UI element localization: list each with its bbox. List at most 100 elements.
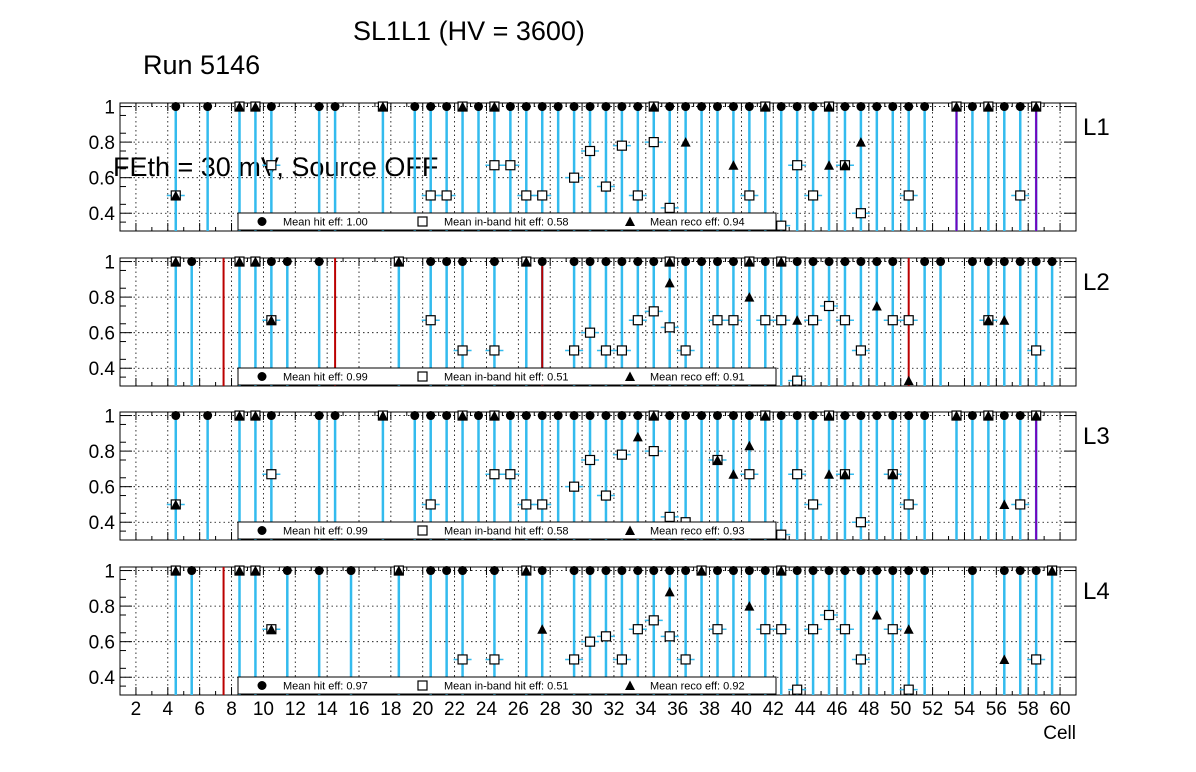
legend-reco-text-l2: Mean reco eff: 0.91 <box>650 372 745 384</box>
reco-eff-point-l2 <box>792 315 803 325</box>
inband-eff-point-l1 <box>1015 190 1026 201</box>
inband-eff-point-l3 <box>521 499 532 510</box>
hit-eff-point-l4 <box>426 566 436 576</box>
hit-eff-point-l2 <box>266 257 276 267</box>
layer-label-l1: L1 <box>1083 114 1110 141</box>
hit-eff-point-l1 <box>888 102 898 112</box>
inband-eff-point-l4 <box>760 624 771 635</box>
hit-eff-point-l4 <box>760 566 770 576</box>
inband-eff-point-l1 <box>505 160 516 171</box>
y-tick-label-l2: 0.4 <box>89 359 116 380</box>
hit-eff-point-l3 <box>920 411 930 421</box>
hit-eff-point-l2 <box>649 257 659 267</box>
hit-eff-point-l2 <box>282 257 292 267</box>
hit-eff-point-l4 <box>649 566 659 576</box>
reco-eff-point-l4 <box>999 654 1010 664</box>
reco-eff-point-l1 <box>170 190 181 200</box>
reco-full-point-l4 <box>696 565 707 576</box>
reco-eff-point-l3 <box>999 499 1010 509</box>
reco-eff-point-l4 <box>903 624 914 634</box>
y-tick-label-l2: 0.6 <box>89 324 115 345</box>
y-tick-label-l4: 1 <box>104 562 115 583</box>
inband-eff-point-l3 <box>744 469 755 480</box>
hit-eff-point-l3 <box>203 411 213 421</box>
hit-eff-point-l1 <box>553 102 563 112</box>
legend-reco-marker-l1 <box>625 216 635 226</box>
reco-full-point-l1 <box>377 101 388 112</box>
reco-full-point-l3 <box>457 410 468 421</box>
reco-eff-point-l4 <box>871 610 882 620</box>
hit-eff-point-l2 <box>967 257 977 267</box>
inband-eff-point-l4 <box>887 624 898 635</box>
inband-eff-point-l4 <box>1031 654 1042 665</box>
legend-box-l2 <box>237 367 777 386</box>
reco-eff-point-l2 <box>983 315 994 325</box>
reco-full-point-l3 <box>234 410 245 421</box>
hit-eff-point-l2 <box>872 257 882 267</box>
hit-eff-point-l1 <box>904 102 914 112</box>
x-tick-label: 26 <box>508 699 529 720</box>
y-tick-label-l4: 0.6 <box>89 633 115 654</box>
inband-eff-point-l2 <box>632 315 643 326</box>
reco-eff-point-l1 <box>728 160 739 170</box>
y-tick-label-l1: 0.4 <box>89 204 116 225</box>
inband-eff-point-l3 <box>792 469 803 480</box>
x-tick-label: 22 <box>444 699 465 720</box>
inband-eff-point-l3 <box>807 499 819 510</box>
inband-eff-point-l1 <box>600 181 612 192</box>
inband-eff-point-l3 <box>664 511 675 522</box>
inband-eff-point-l3 <box>584 454 596 466</box>
reco-full-point-l1 <box>1031 101 1042 112</box>
x-tick-label: 32 <box>603 699 624 720</box>
hit-eff-point-l3 <box>442 411 452 421</box>
inband-eff-point-l1 <box>616 140 628 151</box>
hit-eff-point-l2 <box>633 257 643 267</box>
x-tick-label: 6 <box>194 699 205 720</box>
x-tick-label: 56 <box>986 699 1007 720</box>
x-tick-label: 2 <box>131 699 142 720</box>
hit-eff-point-l2 <box>1031 257 1041 267</box>
hit-eff-point-l2 <box>314 257 324 267</box>
reco-eff-point-l2 <box>871 301 882 311</box>
hit-eff-point-l1 <box>681 102 691 112</box>
hit-eff-point-l3 <box>697 411 707 421</box>
legend-inband-marker-l2 <box>417 371 428 382</box>
x-tick-label: 24 <box>476 699 498 720</box>
hit-eff-point-l1 <box>314 102 324 112</box>
y-tick-label-l4: 0.4 <box>89 668 116 689</box>
y-tick-label-l3: 1 <box>104 407 115 428</box>
reco-full-point-l3 <box>250 410 261 421</box>
hit-eff-point-l2 <box>824 257 834 267</box>
hit-eff-point-l2 <box>920 257 930 267</box>
inband-eff-point-l3 <box>489 469 500 480</box>
y-tick-label-l1: 0.8 <box>89 133 115 154</box>
y-tick-label-l3: 0.6 <box>89 478 115 499</box>
x-tick-label: 12 <box>285 699 306 720</box>
reco-full-point-l2 <box>250 256 261 267</box>
hit-eff-point-l3 <box>744 411 754 421</box>
legend-inband-marker-l3 <box>417 525 428 536</box>
inband-eff-point-l1 <box>584 145 596 157</box>
hit-eff-point-l4 <box>856 566 866 576</box>
legend-reco-text-l1: Mean reco eff: 0.94 <box>650 217 745 229</box>
hit-eff-point-l4 <box>744 566 754 576</box>
hit-eff-point-l1 <box>665 102 675 112</box>
hit-eff-point-l1 <box>442 102 452 112</box>
reco-full-point-l2 <box>776 256 787 267</box>
inband-eff-point-l1 <box>441 190 452 201</box>
inband-eff-point-l2 <box>489 345 500 356</box>
hit-eff-point-l4 <box>537 566 547 576</box>
y-tick-label-l2: 1 <box>104 253 115 274</box>
hit-eff-point-l3 <box>474 411 483 421</box>
inband-eff-point-l2 <box>600 345 612 356</box>
hit-eff-point-l1 <box>266 102 276 112</box>
layer-label-l3: L3 <box>1083 423 1110 450</box>
legend-reco-marker-l3 <box>625 525 635 535</box>
inband-eff-point-l4 <box>712 624 723 635</box>
inband-eff-point-l4 <box>792 684 803 695</box>
reco-eff-point-l2 <box>903 375 914 386</box>
x-tick-label: 60 <box>1049 699 1070 720</box>
legend-hit-marker-l2 <box>257 372 267 381</box>
legend-hit-text-l2: Mean hit eff: 0.99 <box>283 372 368 384</box>
hit-eff-point-l2 <box>1047 257 1057 267</box>
